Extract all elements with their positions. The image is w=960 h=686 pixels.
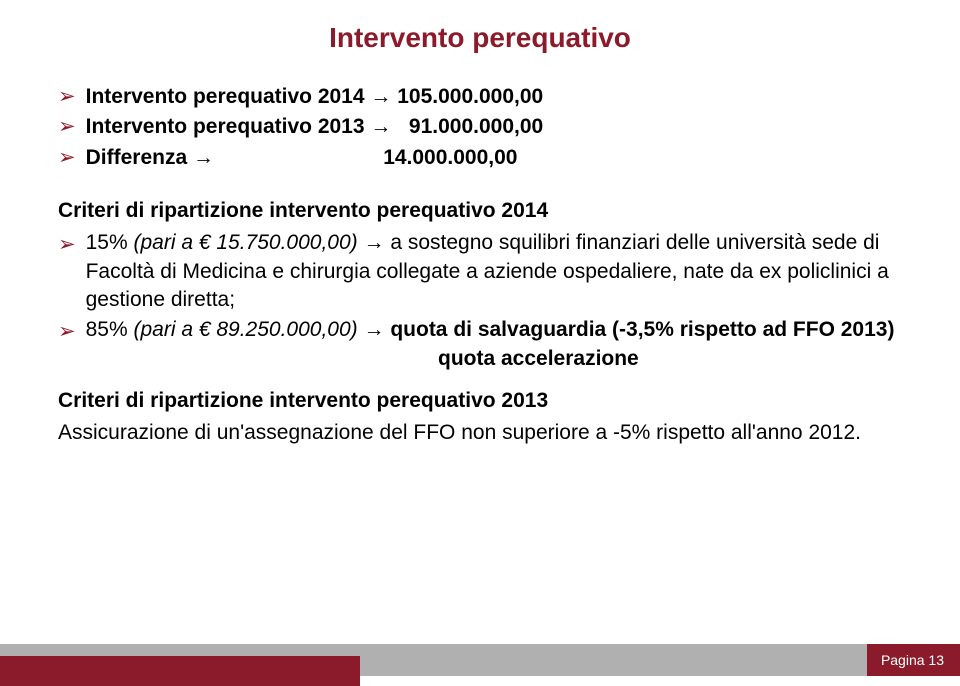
amount-value: 14.000.000,00 xyxy=(383,143,517,173)
arrow-glyph: → xyxy=(364,318,385,341)
footer-left-accent xyxy=(0,656,360,686)
pct-value: 15% xyxy=(86,231,128,254)
arrow-symbol: → xyxy=(365,82,398,112)
arrow-symbol: → xyxy=(365,112,409,142)
chevron-right-icon: ➢ xyxy=(58,318,76,346)
bullet-label: Intervento perequativo 2013 xyxy=(86,112,365,142)
arrow-glyph: → xyxy=(370,115,391,138)
sub-bullet-text: 85% (pari a € 89.250.000,00) → quota di … xyxy=(86,316,902,344)
page-number-label: Pagina 13 xyxy=(881,652,944,668)
section-heading-2013: Criteri di ripartizione intervento pereq… xyxy=(58,389,902,413)
pct-value: 85% xyxy=(86,318,128,341)
chevron-right-icon: ➢ xyxy=(58,82,76,112)
bullet-row-3: ➢ Differenza → 14.000.000,00 xyxy=(58,143,902,173)
section-2013-text: Assicurazione di un'assegnazione del FFO… xyxy=(58,419,902,447)
arrow-glyph: → xyxy=(193,146,214,169)
sub-bullet-85pct: ➢ 85% (pari a € 89.250.000,00) → quota d… xyxy=(58,316,902,346)
sub-bullet-text: 15% (pari a € 15.750.000,00) → a sostegn… xyxy=(86,229,902,314)
bullet-row-1: ➢ Intervento perequativo 2014 → 105.000.… xyxy=(58,82,902,112)
arrow-glyph: → xyxy=(364,231,385,254)
arrow-glyph: → xyxy=(370,85,391,108)
sub-rest-bold: quota di salvaguardia (-3,5% rispetto ad… xyxy=(385,318,895,341)
section-heading-2014: Criteri di ripartizione intervento pereq… xyxy=(58,199,902,223)
chevron-right-icon: ➢ xyxy=(58,112,76,142)
footer-bar: Pagina 13 xyxy=(0,644,960,686)
slide-container: Intervento perequativo ➢ Intervento pere… xyxy=(0,0,960,686)
bullet-row-2: ➢ Intervento perequativo 2013 → 91.000.0… xyxy=(58,112,902,142)
quota-accelerazione: quota accelerazione xyxy=(438,347,902,371)
pari-text: (pari a € 89.250.000,00) xyxy=(133,318,357,341)
bullet-label: Intervento perequativo 2014 xyxy=(86,82,365,112)
slide-title: Intervento perequativo xyxy=(58,22,902,54)
chevron-right-icon: ➢ xyxy=(58,143,76,173)
sub-bullet-15pct: ➢ 15% (pari a € 15.750.000,00) → a soste… xyxy=(58,229,902,314)
arrow-symbol: → xyxy=(187,143,383,173)
pari-text: (pari a € 15.750.000,00) xyxy=(133,231,357,254)
page-number-badge: Pagina 13 xyxy=(867,644,960,676)
chevron-right-icon: ➢ xyxy=(58,231,76,259)
amount-value: 105.000.000,00 xyxy=(397,82,543,112)
bullet-label: Differenza xyxy=(86,143,188,173)
amount-value: 91.000.000,00 xyxy=(409,112,543,142)
